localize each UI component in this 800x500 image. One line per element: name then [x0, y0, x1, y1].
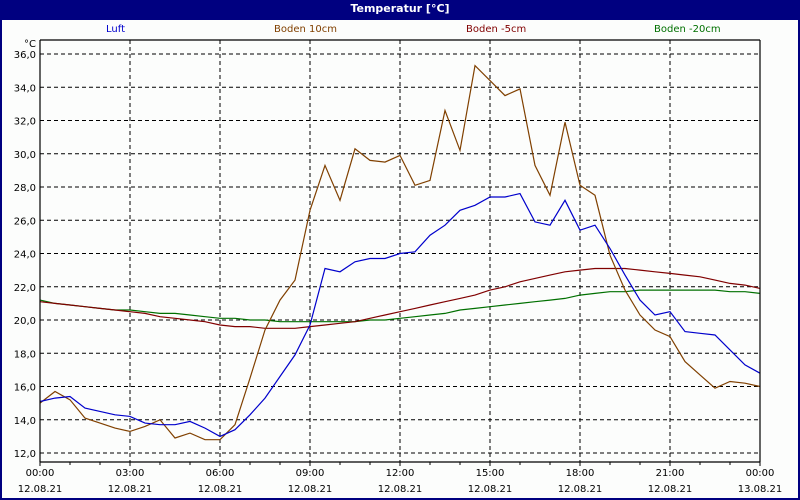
x-tick-date: 12.08.21 [468, 484, 513, 495]
y-tick-label: 30,0 [14, 150, 36, 161]
series-line-boden-5cm [39, 267, 761, 329]
y-tick-label: 26,0 [14, 216, 36, 227]
y-tick-label: 20,0 [14, 316, 36, 327]
y-tick-label: 28,0 [14, 183, 36, 194]
y-unit-label: °C [24, 39, 36, 50]
x-tick-time: 21:00 [656, 468, 685, 479]
y-tick-label: 34,0 [14, 83, 36, 94]
x-tick-date: 12.08.21 [108, 484, 153, 495]
x-tick-date: 13.08.21 [738, 484, 783, 495]
y-tick-label: 16,0 [14, 383, 36, 394]
y-tick-label: 32,0 [14, 117, 36, 128]
x-tick-date: 12.08.21 [648, 484, 693, 495]
series-line-boden-20cm [39, 289, 761, 323]
legend-item: Boden -5cm [466, 24, 527, 35]
y-tick-label: 14,0 [14, 416, 36, 427]
x-tick-time: 12:00 [386, 468, 415, 479]
y-tick-label: 12,0 [14, 449, 36, 460]
chart-title: Temperatur [°C] [0, 0, 800, 20]
series-line-boden-10cm [39, 64, 761, 441]
series-line-luft [39, 192, 761, 438]
y-tick-label: 22,0 [14, 283, 36, 294]
x-tick-time: 03:00 [116, 468, 145, 479]
x-tick-time: 00:00 [26, 468, 55, 479]
x-tick-date: 12.08.21 [18, 484, 63, 495]
y-tick-label: 24,0 [14, 250, 36, 261]
y-tick-label: 36,0 [14, 50, 36, 61]
x-tick-time: 00:00 [746, 468, 775, 479]
x-tick-date: 12.08.21 [558, 484, 603, 495]
x-tick-time: 18:00 [566, 468, 595, 479]
x-tick-time: 09:00 [296, 468, 325, 479]
x-tick-date: 12.08.21 [288, 484, 333, 495]
x-tick-date: 12.08.21 [198, 484, 243, 495]
y-tick-label: 18,0 [14, 349, 36, 360]
legend-item: Boden 10cm [274, 24, 337, 35]
x-tick-date: 12.08.21 [378, 484, 423, 495]
x-tick-time: 06:00 [206, 468, 235, 479]
legend-item: Luft [106, 24, 125, 35]
legend-item: Boden -20cm [654, 24, 721, 35]
x-tick-time: 15:00 [476, 468, 505, 479]
